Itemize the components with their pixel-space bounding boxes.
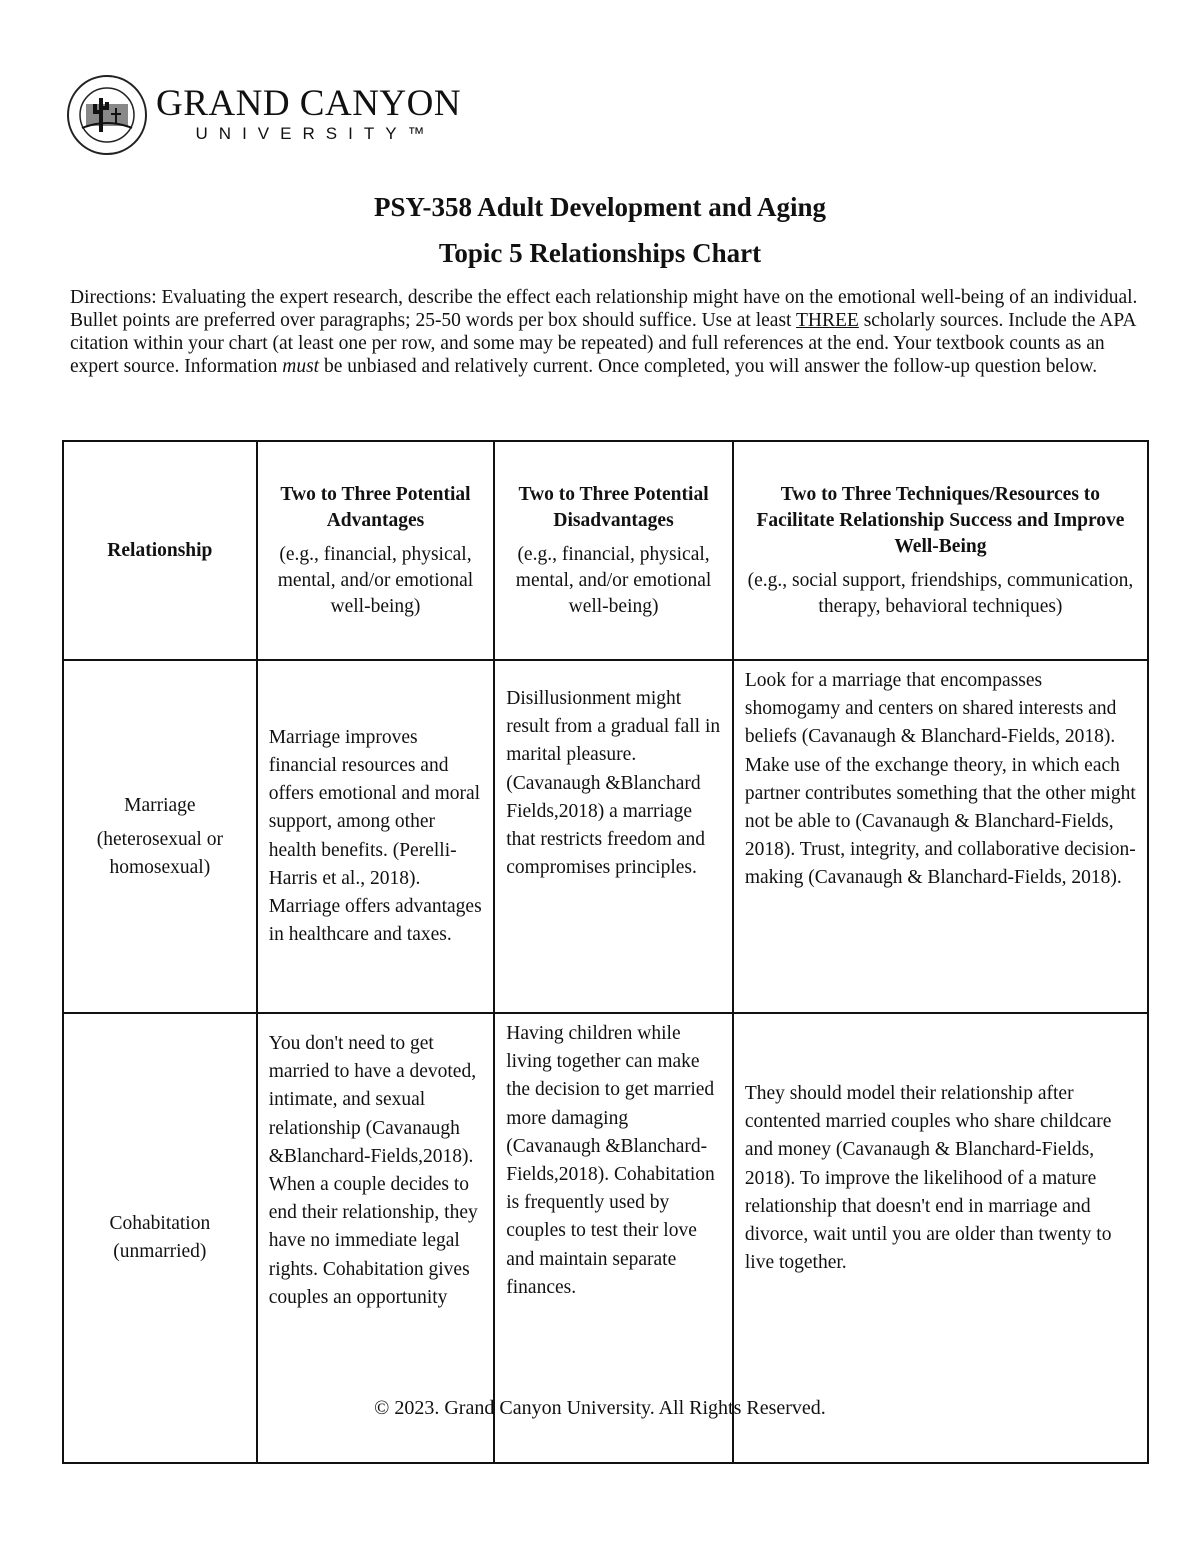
advantages-cell: Marriage improves financial resources an… xyxy=(255,659,496,1014)
advantages-cell: You don't need to get married to have a … xyxy=(255,1012,496,1464)
logo-line1: GRAND CANYON xyxy=(156,83,462,124)
directions-emphasis: THREE xyxy=(796,310,859,331)
university-seal-icon xyxy=(67,75,147,155)
directions: Directions: Evaluating the expert resear… xyxy=(70,286,1150,378)
header-disadvantages: Two to Three Potential Disadvantages (e.g… xyxy=(493,440,734,661)
header-techniques: Two to Three Techniques/Resources to Fac… xyxy=(731,440,1150,661)
header-advantages: Two to Three Potential Advantages (e.g., … xyxy=(255,440,496,661)
disadvantages-cell: Disillusionment might result from a grad… xyxy=(493,659,734,1014)
directions-italic: must xyxy=(282,356,320,377)
copyright-footer: © 2023. Grand Canyon University. All Rig… xyxy=(374,1397,826,1419)
relationship-cell: Cohabitation (unmarried) xyxy=(62,1012,258,1464)
directions-text: be unbiased and relatively current. Once… xyxy=(319,356,1098,377)
relationship-cell: Marriage (heterosexual or homosexual) xyxy=(62,659,258,1014)
document-subtitle: Topic 5 Relationships Chart xyxy=(438,238,762,268)
document-title: PSY-358 Adult Development and Aging xyxy=(373,192,827,222)
relationships-chart: Relationship Two to Three Potential Adva… xyxy=(62,440,1150,1464)
directions-text: Directions: Evaluating the expert resear… xyxy=(70,287,1138,331)
logo-line2: UNIVERSITY™ xyxy=(195,124,436,143)
table-row: Cohabitation (unmarried) You don't need t… xyxy=(62,1012,1150,1464)
disadvantages-cell: Having children while living together ca… xyxy=(493,1012,734,1464)
directions-text: scholarly sources. Include the APA citat… xyxy=(70,310,1136,377)
header-row: Relationship Two to Three Potential Adva… xyxy=(62,440,1150,661)
table-row: Marriage (heterosexual or homosexual) Mar… xyxy=(62,659,1150,1014)
techniques-cell: Look for a marriage that encompasses sho… xyxy=(731,659,1150,1014)
techniques-cell: They should model their relationship aft… xyxy=(731,1012,1150,1464)
university-logo: GRAND CANYON UNIVERSITY™ xyxy=(66,74,461,156)
header-relationship: Relationship xyxy=(62,440,258,661)
